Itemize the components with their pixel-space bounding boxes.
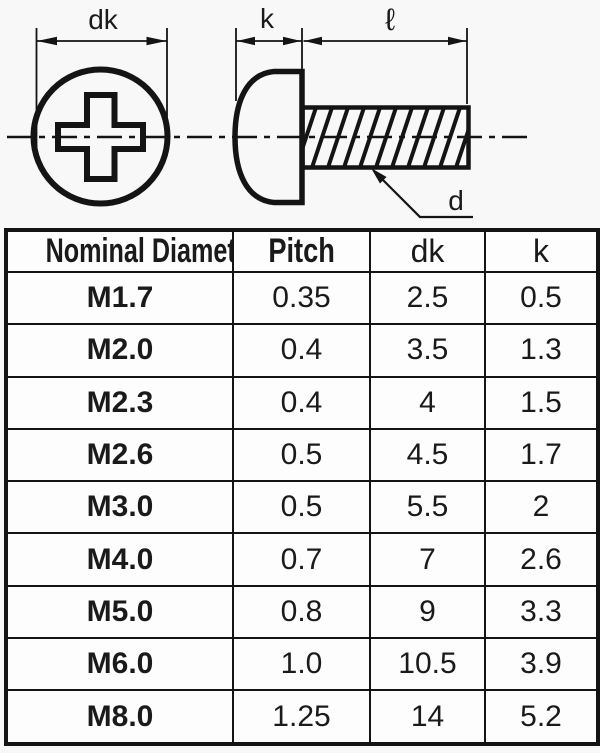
arrow-right-icon bbox=[448, 36, 466, 46]
cell-pitch: 0.35 bbox=[232, 270, 371, 326]
label-head-height: k bbox=[260, 3, 275, 34]
cell-diameter: M2.3 bbox=[5, 375, 234, 430]
arrow-left-icon bbox=[237, 36, 255, 46]
header-label: k bbox=[533, 233, 549, 269]
table-row: M6.0 1.0 10.5 3.9 bbox=[5, 636, 599, 692]
label-head-diameter: dk bbox=[88, 4, 119, 35]
header-pitch: Pitch bbox=[232, 229, 371, 273]
cell-dk: 9 bbox=[369, 584, 486, 639]
cell-dk: 3.5 bbox=[369, 323, 486, 378]
cell-k: 0.5 bbox=[484, 270, 599, 326]
threaded-shaft bbox=[300, 105, 471, 170]
table-row: M1.7 0.35 2.5 0.5 bbox=[5, 270, 599, 326]
header-dk: dk bbox=[369, 229, 486, 273]
side-view bbox=[232, 68, 471, 206]
cell-pitch: 0.4 bbox=[232, 323, 371, 378]
table-row: M2.6 0.5 4.5 1.7 bbox=[5, 427, 599, 483]
cell-diameter: M6.0 bbox=[5, 636, 234, 692]
arrow-left-icon bbox=[37, 36, 57, 46]
arrow-left-icon bbox=[304, 36, 322, 46]
pan-head-profile bbox=[232, 68, 305, 206]
cell-dk: 7 bbox=[369, 532, 486, 587]
cell-diameter: M4.0 bbox=[5, 532, 234, 587]
cell-dk: 5.5 bbox=[369, 480, 486, 535]
cell-dk: 10.5 bbox=[369, 636, 486, 692]
cell-k: 5.2 bbox=[484, 689, 599, 745]
cell-diameter: M2.0 bbox=[5, 323, 234, 378]
screw-dimensions-table: Nominal Diameter Pitch dk k M1.7 0.35 2.… bbox=[4, 228, 600, 746]
label-thread-length: ℓ bbox=[385, 2, 395, 37]
table-row: M3.0 0.5 5.5 2 bbox=[5, 480, 599, 535]
cell-k: 1.3 bbox=[484, 323, 599, 378]
header-nominal-diameter: Nominal Diameter bbox=[5, 229, 234, 273]
cell-k: 3.3 bbox=[484, 584, 599, 639]
dk-dimension-lines bbox=[35, 28, 168, 150]
cell-k: 2.6 bbox=[484, 532, 599, 587]
cell-pitch: 0.7 bbox=[232, 532, 371, 587]
header-k: k bbox=[484, 229, 599, 273]
table-row: M2.0 0.4 3.5 1.3 bbox=[5, 323, 599, 378]
cell-pitch: 0.8 bbox=[232, 584, 371, 639]
cell-diameter: M5.0 bbox=[5, 584, 234, 639]
cell-diameter: M3.0 bbox=[5, 480, 234, 535]
arrow-right-icon bbox=[283, 36, 301, 46]
label-thread-diameter: d bbox=[448, 185, 464, 216]
d-leader-line bbox=[382, 179, 473, 219]
cell-pitch: 1.25 bbox=[232, 689, 371, 745]
arrow-right-icon bbox=[146, 36, 167, 46]
phillips-cross-recess bbox=[55, 92, 146, 182]
table-row: M4.0 0.7 7 2.6 bbox=[5, 532, 599, 587]
screw-technical-drawing: dk k ℓ d bbox=[7, 2, 528, 219]
cell-dk: 4.5 bbox=[369, 427, 486, 483]
cell-k: 1.7 bbox=[484, 427, 599, 483]
cell-k: 2 bbox=[484, 480, 599, 535]
cell-diameter: M8.0 bbox=[5, 689, 234, 745]
cell-k: 3.9 bbox=[484, 636, 599, 692]
length-dimension-lines bbox=[303, 28, 468, 104]
cell-k: 1.5 bbox=[484, 375, 599, 430]
cell-diameter: M1.7 bbox=[5, 270, 234, 326]
header-label: Pitch bbox=[268, 232, 335, 270]
thread-hatching bbox=[304, 108, 468, 167]
arrow-up-left-icon bbox=[371, 168, 387, 184]
cell-dk: 4 bbox=[369, 375, 486, 430]
header-label: dk bbox=[410, 233, 445, 269]
cell-diameter: M2.6 bbox=[5, 427, 234, 483]
table-row: M5.0 0.8 9 3.3 bbox=[5, 584, 599, 639]
cell-pitch: 0.4 bbox=[232, 375, 371, 430]
table-row: M8.0 1.25 14 5.2 bbox=[5, 689, 599, 745]
k-dimension: k bbox=[235, 3, 303, 101]
cell-dk: 14 bbox=[369, 689, 486, 745]
length-dimension: ℓ bbox=[303, 2, 468, 104]
dk-dimension: dk bbox=[35, 4, 168, 150]
cell-dk: 2.5 bbox=[369, 270, 486, 326]
d-leader: d bbox=[371, 168, 473, 219]
table-row: M2.3 0.4 4 1.5 bbox=[5, 375, 599, 430]
cell-pitch: 0.5 bbox=[232, 480, 371, 535]
header-label: Nominal Diameter bbox=[45, 232, 231, 270]
table-header-row: Nominal Diameter Pitch dk k bbox=[5, 229, 599, 273]
cell-pitch: 0.5 bbox=[232, 427, 371, 483]
cell-pitch: 1.0 bbox=[232, 636, 371, 692]
